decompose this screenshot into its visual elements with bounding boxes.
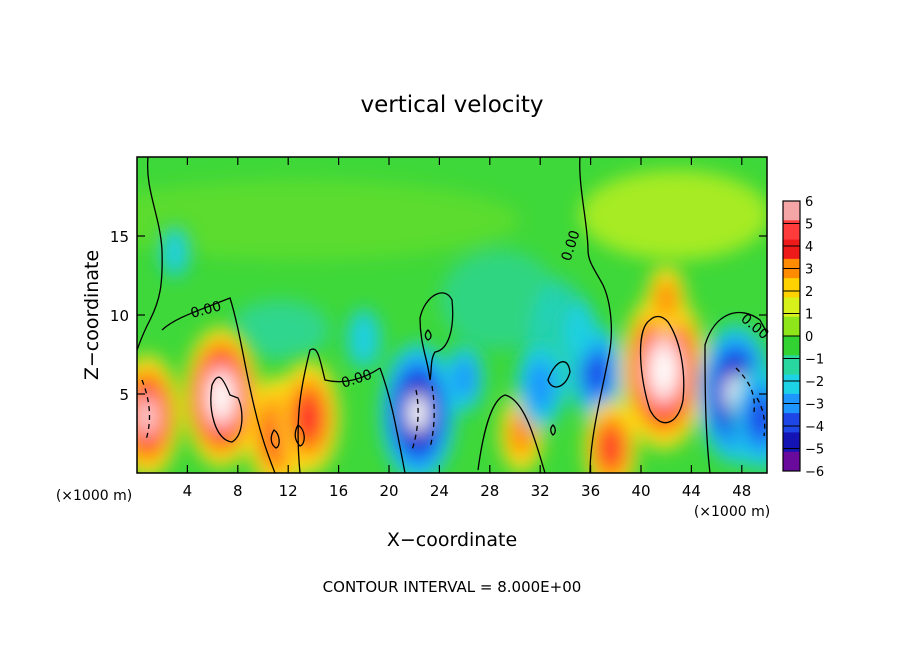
x-unit-left: (×1000 m): [56, 488, 132, 504]
colorbar-label: 5: [805, 218, 813, 233]
updraft-cell: [137, 355, 181, 473]
colorbar-label: 6: [805, 195, 813, 210]
neg-contour-c: [429, 385, 435, 449]
x-tick-label: 32: [531, 482, 550, 500]
colorbar-label: 0: [805, 330, 813, 345]
colorbar-swatch: [783, 432, 800, 453]
neg-contour-d: [735, 367, 755, 413]
y-axis-label: Z−coordinate: [81, 250, 103, 380]
zero-contour-g: [579, 157, 613, 473]
x-axis-label: X−coordinate: [387, 529, 517, 551]
x-tick-label: 48: [732, 482, 751, 500]
downdraft-cell: [732, 365, 767, 470]
x-tick-label: 4: [183, 482, 193, 500]
colorbar-swatch: [783, 413, 800, 433]
colorbar-label: −6: [805, 465, 824, 480]
colorbar-swatch: [783, 451, 800, 472]
contour-8-c: [294, 424, 305, 447]
zero-contour-left: [137, 157, 163, 351]
colorbar-label: 2: [805, 285, 813, 300]
contour-interval-note: CONTOUR INTERVAL = 8.000E+00: [323, 578, 582, 596]
small-contour-a: [424, 329, 432, 341]
chart-title: vertical velocity: [361, 92, 544, 118]
x-tick-label: 44: [682, 482, 701, 500]
x-tick-label: 24: [430, 482, 449, 500]
contour-label: 0.00: [189, 298, 223, 322]
colorbar-label: −3: [805, 398, 824, 413]
y-axis: 5 10 15: [110, 228, 767, 404]
colorbar-swatch: [783, 297, 800, 318]
downdraft-cell: [380, 342, 456, 473]
zero-contour-c: [379, 367, 406, 473]
colorbar-swatch: [783, 336, 800, 356]
downdraft-cell: [346, 309, 381, 369]
updraft-cell: [183, 327, 260, 468]
x-tick-label: 16: [329, 482, 348, 500]
x-axis: 4 8 12 16 20 24 28 32 36 40 44 48: [183, 157, 751, 500]
colorbar-label: −1: [805, 353, 824, 368]
colorbar-swatch: [783, 278, 800, 298]
contour-8-a: [210, 376, 243, 443]
plot-area: [137, 157, 767, 473]
contour-lines: [137, 157, 767, 473]
small-contour-b: [550, 424, 556, 436]
neg-contour-a: [141, 379, 151, 441]
downdraft-cell: [516, 343, 564, 430]
updraft-cell: [584, 400, 637, 473]
zero-contour-h: [704, 311, 767, 473]
colorbar-swatch: [783, 220, 800, 241]
y-tick-label: 10: [110, 307, 129, 325]
x-tick-label: 12: [279, 482, 298, 500]
zero-contour-e: [477, 394, 546, 473]
zero-contour-f: [547, 361, 571, 388]
colorbar-swatch: [783, 355, 800, 376]
x-tick-label: 40: [631, 482, 650, 500]
y-tick-label: 15: [110, 228, 129, 246]
downdraft-cell: [561, 301, 595, 361]
colorbar-swatch: [783, 201, 800, 221]
contour-8-b: [639, 315, 685, 424]
zero-contour-d: [419, 292, 454, 381]
colorbar-label: 3: [805, 263, 813, 278]
zero-contour-b: [297, 348, 381, 473]
colorbar: 6 5 4 3 2 1 0 −1 −2 −3 −4 −5 −6: [782, 195, 824, 480]
zero-contour-a: [161, 297, 276, 473]
x-unit-right: (×1000 m): [694, 504, 770, 520]
colorbar-swatch: [783, 239, 800, 260]
colorbar-label: 4: [805, 240, 813, 255]
colorbar-swatch: [783, 316, 800, 337]
updraft-cell: [647, 265, 686, 334]
x-tick-label: 20: [379, 482, 398, 500]
downdraft-cell: [160, 226, 190, 277]
colorbar-label: −2: [805, 375, 824, 390]
x-tick-label: 28: [480, 482, 499, 500]
neg-contour-b: [411, 389, 419, 451]
y-tick-label: 5: [119, 386, 129, 404]
contour-8-d: [270, 429, 280, 449]
colorbar-swatch: [783, 374, 800, 395]
colorbar-label: −4: [805, 420, 824, 435]
colorbar-label: −5: [805, 443, 824, 458]
colorbar-label: 1: [805, 308, 813, 323]
x-tick-label: 36: [581, 482, 600, 500]
neg-contour-e: [756, 397, 766, 437]
downdraft-cell: [445, 344, 484, 413]
x-tick-label: 8: [233, 482, 243, 500]
updraft-cell: [277, 361, 340, 473]
